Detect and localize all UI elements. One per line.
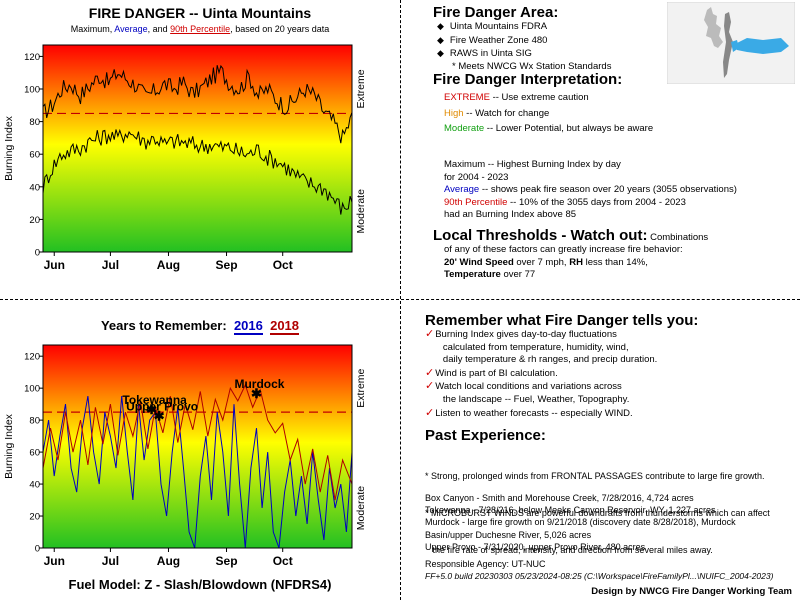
annotation-label: Upper Provo: [126, 399, 198, 413]
y-tick-label: 100: [24, 85, 40, 96]
series-line-2018: [42, 383, 353, 501]
area-title: Fire Danger Area:: [433, 4, 559, 21]
x-tick-label: Aug: [157, 554, 180, 568]
x-tick-label: Sep: [216, 258, 238, 272]
thresholds-heading: Local Thresholds - Watch out: Combinatio…: [433, 227, 709, 244]
y-tick-label: 20: [29, 215, 40, 226]
high-label: High: [444, 107, 464, 119]
x-tick-label: Oct: [273, 258, 293, 272]
bottom-title-prefix: Years to Remember:: [100, 318, 227, 333]
annotation-marker: ✱: [146, 402, 157, 417]
past-title: Past Experience:: [425, 427, 546, 444]
top-chart-subtitle: Maximum, Average, and 90th Percentile, b…: [0, 24, 400, 34]
y-tick-label: 60: [29, 448, 40, 459]
year-2016-label: 2016: [233, 318, 263, 335]
subtitle-max: Maximum,: [70, 24, 115, 34]
remember-list: ✓Burning Index gives day-to-day fluctuat…: [425, 327, 658, 419]
series-line-2016: [42, 396, 353, 549]
remember-item: ✓Listen to weather forecasts -- especial…: [425, 405, 633, 419]
def-p90-label: 90th Percentile: [444, 196, 508, 208]
year-2018-label: 2018: [270, 318, 300, 335]
y-tick-label: 0: [35, 544, 40, 555]
past-text: * Strong, prolonged winds from FRONTAL P…: [425, 471, 770, 555]
extreme-side-label: Extreme: [355, 69, 367, 108]
y-tick-label: 120: [24, 352, 40, 363]
credit: Design by NWCG Fire Danger Working Team: [591, 586, 792, 597]
definitions: Maximum -- Highest Burning Index by day …: [444, 159, 737, 221]
y-tick-label: 80: [29, 117, 40, 128]
annotation-marker: ✱: [154, 408, 165, 423]
area-item: ◆ RAWS in Uinta SIG: [437, 48, 532, 60]
x-tick-label: Oct: [273, 554, 293, 568]
fire-item: Tokewanna - 7/28/216, below Meeks Canyon…: [425, 505, 716, 516]
plot-frame: [42, 344, 353, 549]
remember-title: Remember what Fire Danger tells you:: [425, 312, 699, 329]
responsible-agency: Responsible Agency: UT-NUC: [425, 559, 546, 569]
moderate-label: Moderate: [444, 123, 485, 134]
fire-list: Box Canyon - Smith and Morehouse Creek, …: [425, 492, 736, 553]
subtitle-average: Average: [114, 24, 148, 34]
x-tick-label: Jul: [102, 258, 119, 272]
x-tick-label: Jun: [44, 258, 65, 272]
y-tick-label: 120: [24, 52, 40, 63]
y-tick-label: 0: [35, 248, 40, 259]
plot-frame: [42, 44, 353, 253]
fire-item: Basin/upper Duchesne River, 5,026 acres: [425, 529, 592, 540]
subtitle-and: , and: [147, 24, 171, 34]
x-tick-label: Aug: [157, 258, 180, 272]
check-icon: ✓: [425, 405, 435, 419]
top-chart: 0 20 40 60 80 100 120 Jun Jul Aug Sep Oct Burning In…: [3, 44, 367, 272]
top-chart-title: FIRE DANGER -- Uinta Mountains: [88, 5, 312, 21]
interp-title: Fire Danger Interpretation:: [433, 71, 623, 88]
y-tick-label: 40: [29, 480, 40, 491]
y-tick-label: 80: [29, 416, 40, 427]
annotation-label: Tokewanna: [122, 393, 187, 407]
subtitle-90th: 90th Percentile: [170, 24, 231, 34]
extreme-label: EXTREME: [444, 92, 490, 103]
bottom-chart-title: Years to Remember: 2016 2018: [0, 318, 400, 335]
check-icon: ✓: [425, 379, 435, 393]
fire-item: Upper Provo - 7/31/2020, upper Provo Riv…: [425, 541, 646, 552]
check-icon: ✓: [425, 327, 435, 340]
area-item: ◆ Uinta Mountains FDRA: [437, 21, 548, 32]
fuel-model-label: Fuel Model: Z - Slash/Blowdown (NFDRS4): [68, 577, 332, 592]
x-tick-label: Jun: [44, 554, 65, 568]
series-line-maximum: [42, 64, 353, 144]
vertical-divider: [400, 0, 401, 600]
x-tick-label: Sep: [216, 554, 238, 568]
series-line-average: [42, 128, 353, 215]
y-axis-label: Burning Index: [3, 413, 15, 479]
subtitle-rest: , based on 20 years data: [230, 24, 330, 34]
remember-item: ✓Wind is part of BI calculation.: [425, 365, 558, 379]
build-info: FF+5.0 build 20230303 05/23/2024-08:25 (…: [425, 571, 774, 581]
remember-item: ✓Burning Index gives day-to-day fluctuat…: [425, 327, 617, 340]
y-tick-label: 60: [29, 150, 40, 161]
fire-item: Box Canyon - Smith and Morehouse Creek, …: [425, 493, 694, 503]
area-map: [667, 2, 795, 84]
extreme-side-label: Extreme: [355, 368, 367, 407]
def-average-label: Average: [444, 184, 480, 196]
annotation-marker: ✱: [251, 386, 262, 401]
thresholds-title: Local Thresholds - Watch out:: [433, 227, 648, 244]
fire-item: Murdock - large fire growth on 9/21/2018…: [425, 517, 736, 528]
area-item: ◆ Fire Weather Zone 480: [437, 34, 548, 46]
x-tick-label: Jul: [102, 554, 119, 568]
remember-item: ✓Watch local conditions and variations a…: [425, 379, 622, 393]
thresholds-text: of any of these factors can greatly incr…: [444, 244, 683, 281]
check-icon: ✓: [425, 365, 435, 379]
y-axis-label: Burning Index: [3, 115, 15, 181]
y-tick-label: 20: [29, 512, 40, 523]
y-tick-label: 40: [29, 182, 40, 193]
y-tick-label: 100: [24, 384, 40, 395]
horizontal-divider: [0, 299, 800, 300]
annotation-label: Murdock: [234, 377, 284, 391]
area-list: ◆ Uinta Mountains FDRA ◆ Fire Weather Zone…: [437, 20, 611, 73]
moderate-side-label: Moderate: [355, 189, 367, 234]
moderate-side-label: Moderate: [355, 486, 367, 531]
area-note: * Meets NWCG Wx Station Standards: [452, 60, 612, 72]
interp-list: EXTREME -- Use extreme caution High -- W…: [444, 92, 654, 134]
